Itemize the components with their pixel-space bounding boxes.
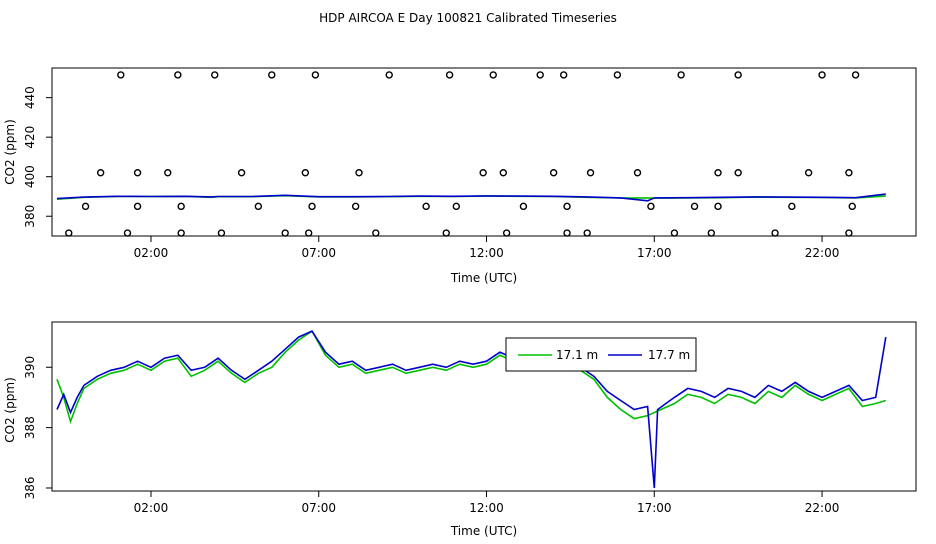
- x-tick-label: 12:00: [469, 501, 504, 515]
- legend-label-blue: 17.7 m: [648, 348, 690, 362]
- data-point: [818, 71, 826, 79]
- data-point: [519, 202, 528, 211]
- data-point: [96, 169, 105, 177]
- x-tick-label: 17:00: [637, 501, 672, 515]
- data-point: [502, 229, 511, 237]
- x-tick-label: 22:00: [805, 501, 840, 515]
- data-point: [123, 229, 132, 237]
- data-point: [559, 71, 568, 79]
- data-point: [851, 71, 860, 79]
- data-point: [217, 229, 226, 237]
- data-point: [385, 71, 393, 79]
- data-point: [311, 71, 320, 79]
- data-point: [211, 71, 219, 79]
- data-point: [177, 202, 185, 211]
- data-point: [281, 229, 289, 237]
- y-axis-label-top: CO2 (ppm): [3, 119, 17, 185]
- data-point: [304, 229, 313, 237]
- data-point: [479, 169, 487, 177]
- data-point: [804, 169, 813, 177]
- data-point: [734, 71, 742, 79]
- y-tick-label: 420: [23, 126, 37, 149]
- data-point: [845, 169, 853, 177]
- data-point: [633, 169, 642, 177]
- data-point: [301, 169, 310, 177]
- data-point: [164, 169, 172, 177]
- data-point: [81, 202, 90, 211]
- data-point: [563, 202, 571, 211]
- data-point: [734, 169, 742, 177]
- legend-box: [505, 337, 697, 372]
- data-point: [563, 229, 571, 237]
- x-tick-label: 07:00: [301, 246, 336, 260]
- data-point: [442, 229, 450, 237]
- data-point: [452, 202, 461, 211]
- data-point: [583, 229, 591, 237]
- chart-title: HDP AIRCOA E Day 100821 Calibrated Times…: [319, 11, 617, 25]
- data-point: [788, 202, 796, 211]
- data-point: [549, 169, 558, 177]
- y-tick-label: 380: [23, 205, 37, 228]
- data-point: [586, 169, 595, 177]
- series-line-blue: [56, 330, 887, 489]
- y-tick-label: 400: [23, 165, 37, 188]
- data-point: [690, 202, 699, 211]
- data-point: [848, 202, 856, 211]
- data-point: [445, 71, 454, 79]
- data-point: [254, 202, 263, 211]
- x-tick-label: 02:00: [134, 501, 169, 515]
- y-tick-label: 390: [23, 356, 37, 379]
- y-tick-label: 440: [23, 86, 37, 109]
- data-point: [133, 202, 142, 211]
- data-point: [372, 229, 380, 237]
- y-tick-label: 388: [23, 416, 37, 439]
- x-axis-label-top: Time (UTC): [450, 271, 517, 285]
- data-point: [499, 169, 507, 177]
- data-point: [845, 229, 853, 237]
- data-point: [714, 202, 722, 211]
- panel-top: Time (UTC) CO2 (ppm) 02:00 07:00 12:00 17:0…: [3, 67, 917, 285]
- data-point: [237, 169, 246, 177]
- data-point: [308, 202, 316, 211]
- y-tick-label: 386: [23, 477, 37, 500]
- x-tick-label: 17:00: [637, 246, 672, 260]
- x-axis-label-bottom: Time (UTC): [450, 524, 517, 538]
- data-point: [771, 229, 779, 237]
- data-point: [670, 229, 679, 237]
- plot-frame-bottom: [51, 321, 917, 492]
- data-point: [489, 71, 497, 79]
- data-point: [714, 169, 722, 177]
- data-point: [707, 229, 716, 237]
- data-point: [351, 202, 360, 211]
- y-axis-label-bottom: CO2 (ppm): [3, 377, 17, 443]
- data-point: [613, 71, 622, 79]
- data-point: [268, 71, 276, 79]
- series-line-blue: [56, 193, 886, 202]
- data-point: [355, 169, 363, 177]
- data-point: [677, 71, 685, 79]
- x-tick-label: 22:00: [805, 246, 840, 260]
- legend-label-green: 17.1 m: [556, 348, 598, 362]
- data-point: [133, 169, 142, 177]
- plot-frame-top: [51, 67, 917, 237]
- panel-bottom: Time (UTC) CO2 (ppm) 02:00 07:00 12:00 17:0…: [3, 321, 917, 538]
- data-point: [647, 202, 655, 211]
- x-tick-label: 12:00: [469, 246, 504, 260]
- data-point: [117, 71, 125, 79]
- data-point: [422, 202, 430, 211]
- data-point: [177, 229, 185, 237]
- data-point: [174, 71, 182, 79]
- x-tick-label: 07:00: [301, 501, 336, 515]
- data-point: [65, 229, 73, 237]
- x-tick-label: 02:00: [134, 246, 169, 260]
- series-line-green: [56, 329, 887, 425]
- data-point: [536, 71, 544, 79]
- legend: 17.1 m 17.7 m: [505, 337, 697, 372]
